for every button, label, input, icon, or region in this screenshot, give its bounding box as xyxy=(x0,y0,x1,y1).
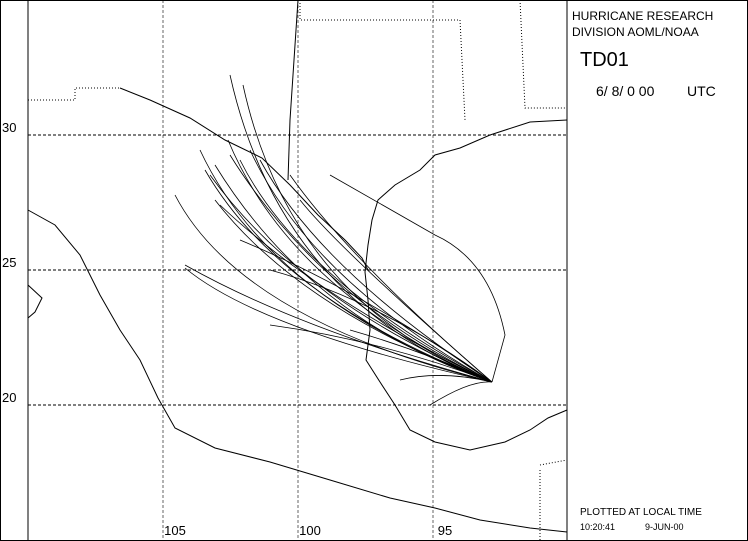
track xyxy=(269,324,493,383)
tracks xyxy=(174,74,506,406)
track xyxy=(329,174,506,383)
track xyxy=(214,199,493,383)
footer-date: 9-JUN-00 xyxy=(645,522,684,532)
track xyxy=(209,174,493,383)
gulf-coast xyxy=(364,119,568,451)
side-panel: HURRICANE RESEARCH DIVISION AOML/NOAA TD… xyxy=(572,9,716,532)
lat-label: 25 xyxy=(2,255,16,270)
storm-name: TD01 xyxy=(580,49,629,71)
track xyxy=(242,84,493,383)
border xyxy=(119,87,369,271)
river xyxy=(287,0,299,181)
org-line: DIVISION AOML/NOAA xyxy=(572,25,699,39)
track xyxy=(184,267,493,383)
date: 6/ 8/ 0 00 xyxy=(596,83,655,99)
track xyxy=(239,239,493,383)
track xyxy=(214,164,493,383)
lon-label: 105 xyxy=(164,523,186,538)
footer-note: PLOTTED AT LOCAL TIME xyxy=(580,507,702,518)
grid: 30 25 20 105 100 95 xyxy=(2,0,567,541)
state-line xyxy=(299,0,466,121)
track xyxy=(349,329,493,383)
baja xyxy=(27,284,43,319)
footer-time: 10:20:41 xyxy=(580,522,615,532)
lon-label: 100 xyxy=(299,523,321,538)
track xyxy=(249,149,493,383)
lat-label: 20 xyxy=(2,390,16,405)
track xyxy=(269,269,493,383)
track xyxy=(399,375,493,383)
state-line xyxy=(28,87,120,101)
track xyxy=(184,264,493,383)
lon-label: 95 xyxy=(438,523,452,538)
zone: UTC xyxy=(687,83,716,99)
track xyxy=(239,159,493,383)
lat-label: 30 xyxy=(2,120,16,135)
track xyxy=(229,154,493,383)
pacific-coast xyxy=(27,209,568,533)
org-line: HURRICANE RESEARCH xyxy=(572,9,713,23)
coastlines xyxy=(27,0,568,540)
track xyxy=(429,381,493,406)
track xyxy=(174,194,493,383)
track xyxy=(219,204,493,383)
state-line xyxy=(519,0,567,109)
track xyxy=(299,199,493,383)
